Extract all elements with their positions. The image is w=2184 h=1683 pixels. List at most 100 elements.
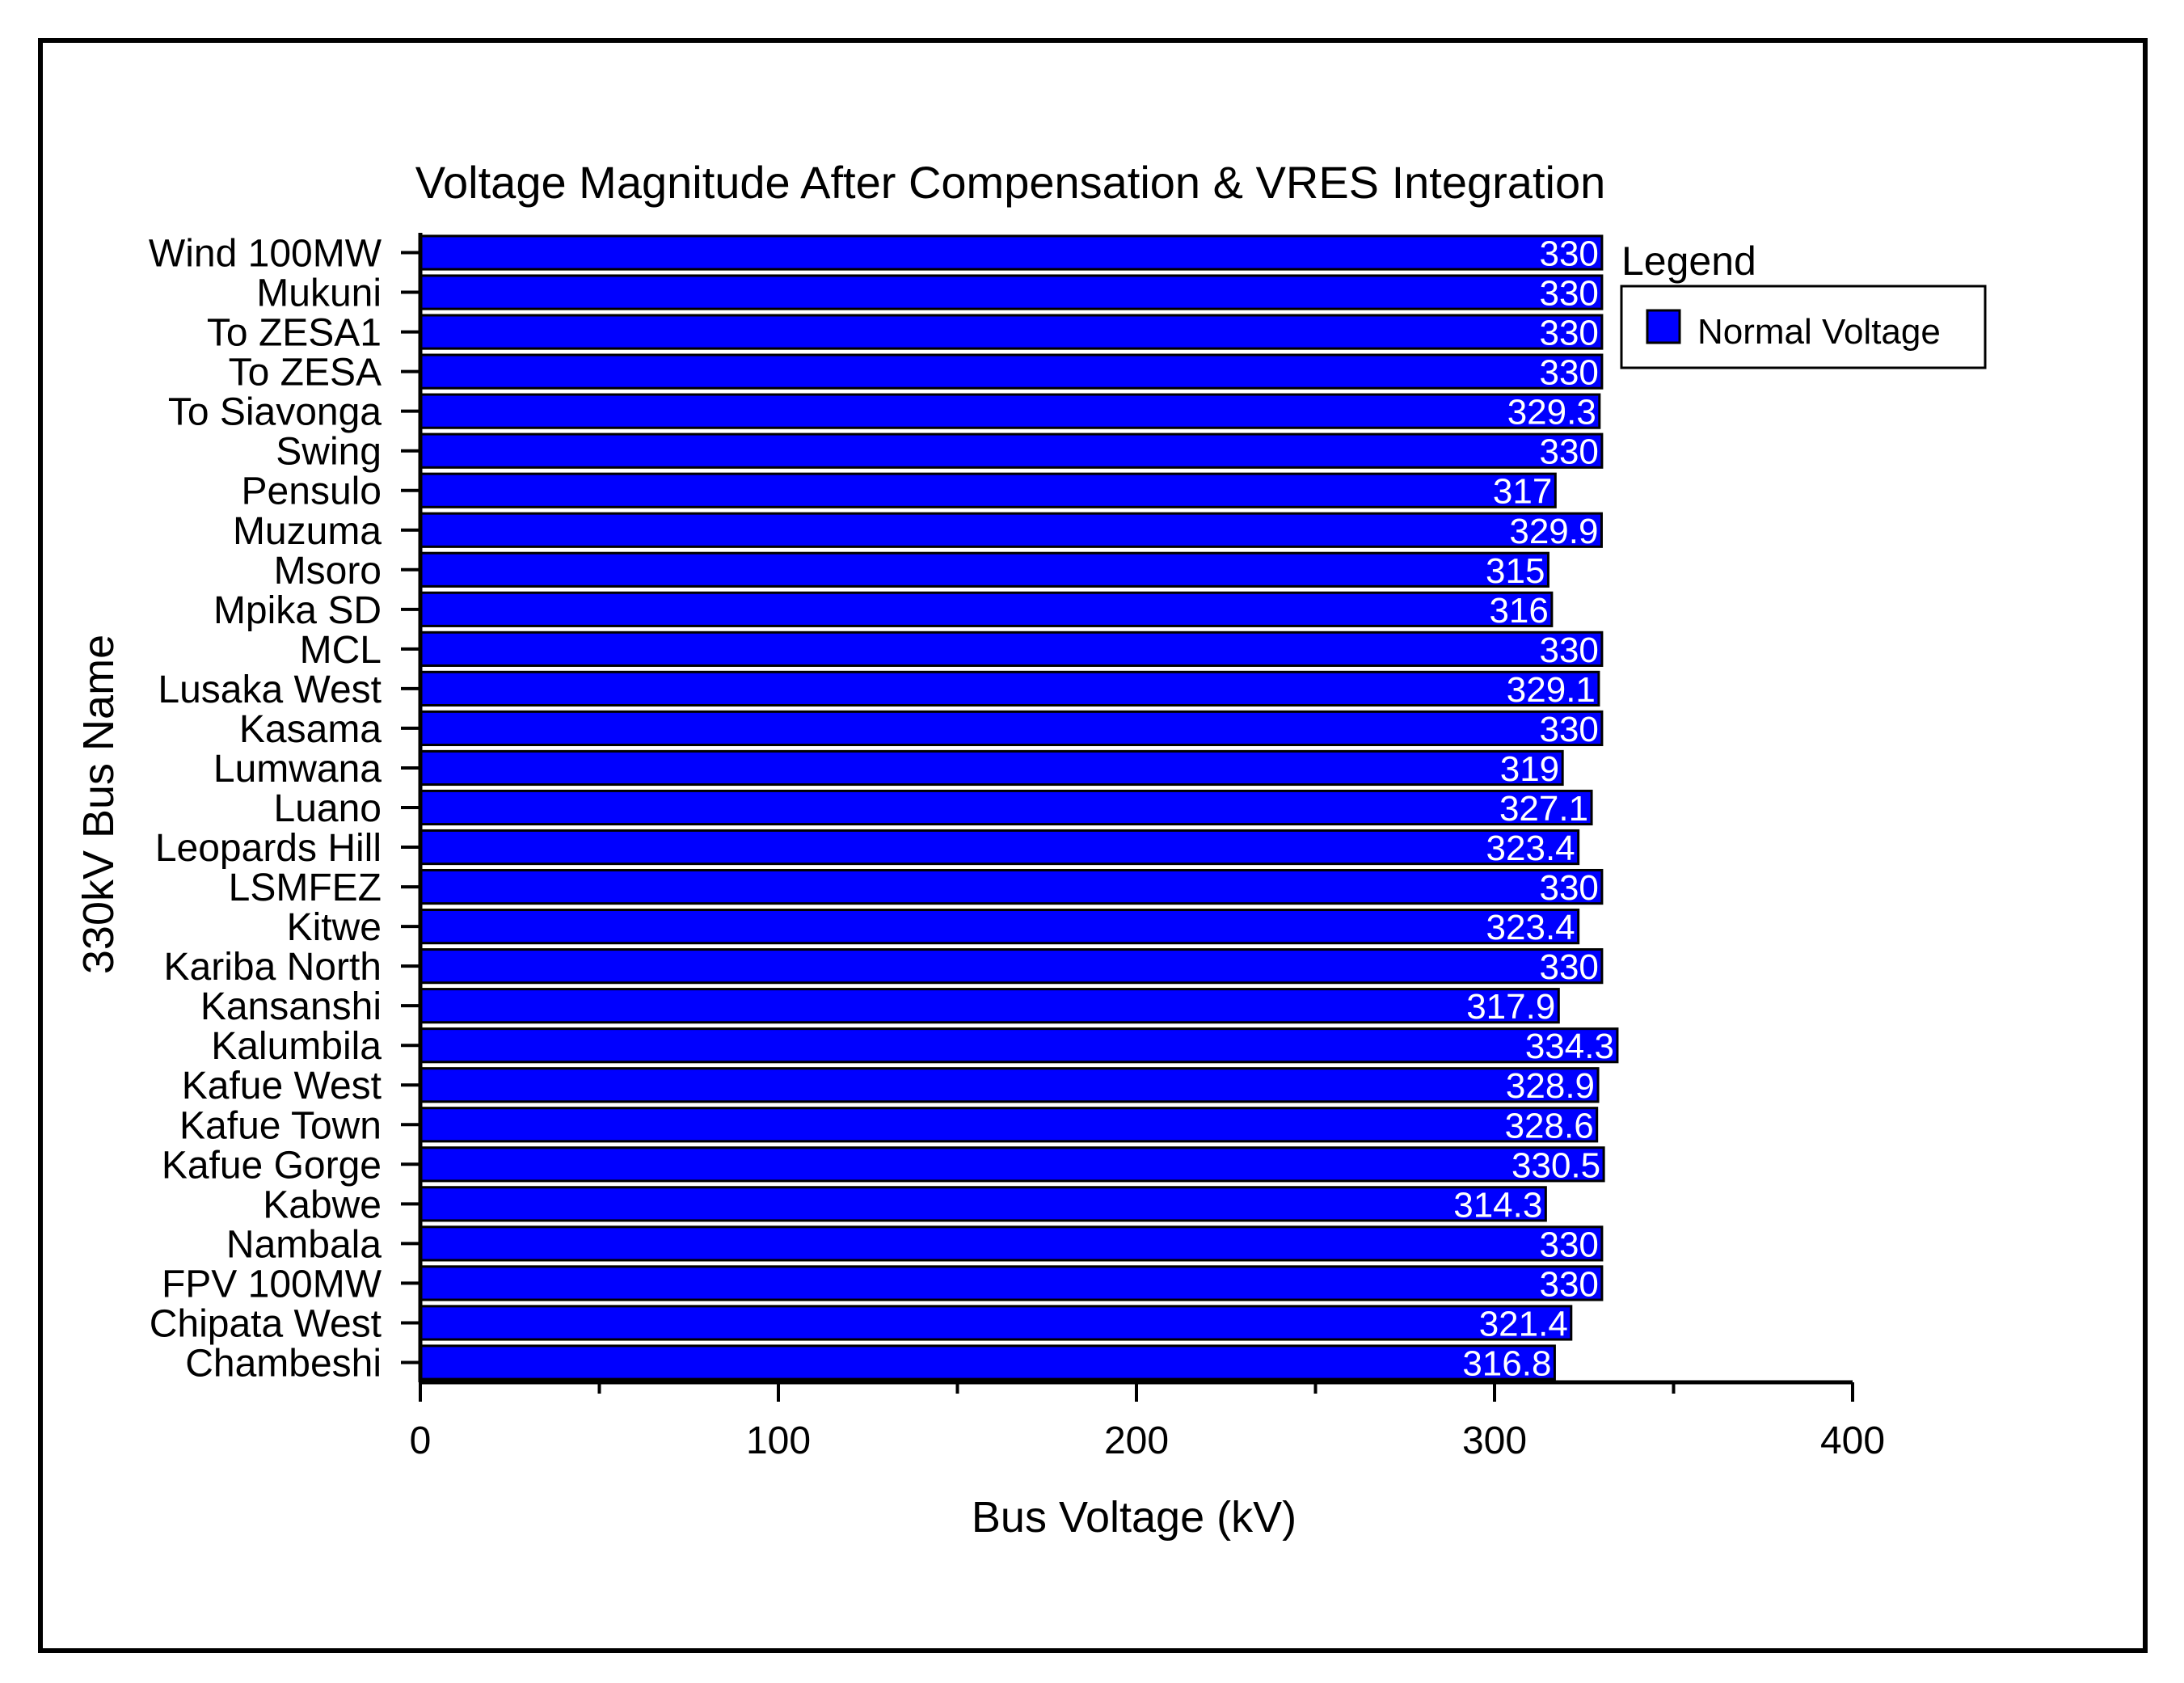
- x-tick-label: 300: [1462, 1419, 1527, 1462]
- data-label: 330: [1539, 631, 1598, 670]
- bar: [419, 749, 1564, 787]
- y-tick-label: Kafue West: [182, 1065, 382, 1107]
- y-tick-label: Wind 100MW: [149, 233, 382, 276]
- bar: [419, 314, 1604, 350]
- legend-entry-label: Normal Voltage: [1697, 312, 1941, 352]
- data-label: 330: [1539, 1264, 1598, 1304]
- bar: [419, 591, 1554, 627]
- bar: [419, 909, 1580, 945]
- data-label: 330: [1539, 710, 1598, 749]
- bar: [419, 512, 1603, 548]
- bar: [419, 789, 1593, 826]
- y-tick-label: Muzuma: [233, 510, 382, 553]
- legend-swatch: [1646, 309, 1681, 344]
- data-label: 321.4: [1479, 1304, 1568, 1343]
- y-axis-title: 330kV Bus Name: [74, 635, 123, 974]
- bar: [419, 234, 1604, 271]
- bar: [419, 988, 1560, 1024]
- bar: [419, 353, 1604, 390]
- data-label: 316: [1489, 591, 1548, 631]
- y-tick-label: Kafue Gorge: [162, 1144, 382, 1187]
- data-label: 334.3: [1525, 1027, 1614, 1066]
- bar: [419, 631, 1604, 667]
- data-label: 330: [1539, 274, 1598, 314]
- y-tick-label: Kitwe: [287, 906, 382, 949]
- bar: [419, 1225, 1604, 1262]
- y-tick-label: Kabwe: [263, 1183, 382, 1226]
- bar: [419, 1146, 1605, 1183]
- bar: [419, 1067, 1600, 1103]
- bar: [419, 670, 1600, 707]
- y-tick-label: LSMFEZ: [229, 867, 382, 909]
- data-label: 323.4: [1486, 829, 1575, 868]
- data-label: 330: [1539, 234, 1598, 274]
- bar: [419, 1305, 1573, 1341]
- y-tick-label: Kasama: [239, 708, 382, 751]
- y-tick-label: Chipata West: [150, 1302, 382, 1345]
- data-label: 327.1: [1499, 789, 1588, 829]
- bar: [419, 1027, 1619, 1064]
- plot-area: 330 Wind 100MW 330 Mukuni 330 To ZESA1 330 To Z…: [149, 233, 1885, 1462]
- bar: [419, 274, 1604, 310]
- y-tick-label: Kalumbila: [211, 1025, 382, 1068]
- y-tick-label: Lusaka West: [158, 669, 382, 711]
- bar: [419, 1265, 1604, 1301]
- y-tick-label: Leopards Hill: [155, 827, 382, 870]
- bar: [419, 829, 1580, 866]
- bar: [419, 1107, 1599, 1143]
- y-tick-label: FPV 100MW: [162, 1263, 382, 1305]
- data-label: 329.3: [1507, 393, 1596, 432]
- x-tick-label: 200: [1104, 1419, 1169, 1462]
- data-label: 317: [1493, 472, 1552, 512]
- y-tick-label: Lumwana: [213, 748, 382, 791]
- legend-title: Legend: [1621, 238, 1756, 284]
- bar: [419, 1186, 1547, 1222]
- y-tick-label: Mpika SD: [213, 589, 382, 632]
- bar: [419, 393, 1601, 429]
- data-label: 317.9: [1466, 987, 1555, 1027]
- data-label: 329.1: [1507, 670, 1596, 710]
- y-tick-label: To ZESA: [229, 352, 382, 394]
- legend: Legend Normal Voltage: [1620, 238, 1987, 369]
- bar: [419, 472, 1557, 508]
- y-tick-label: To ZESA1: [207, 312, 382, 355]
- y-tick-label: Kansanshi: [200, 985, 382, 1028]
- y-tick-label: Msoro: [274, 550, 382, 593]
- data-label: 329.9: [1509, 512, 1598, 551]
- bar: [419, 432, 1604, 469]
- data-label: 330: [1539, 868, 1598, 908]
- data-label: 330: [1539, 947, 1598, 987]
- bar: [419, 551, 1549, 588]
- data-label: 328.6: [1505, 1106, 1594, 1145]
- y-tick-label: Chambeshi: [185, 1342, 382, 1385]
- data-label: 316.8: [1462, 1343, 1551, 1383]
- data-label: 330: [1539, 432, 1598, 472]
- data-label: 314.3: [1453, 1185, 1542, 1225]
- data-label: 319: [1500, 749, 1559, 789]
- bar: [419, 710, 1604, 747]
- y-tick-label: Luano: [274, 787, 382, 830]
- legend-box: [1620, 285, 1987, 369]
- data-label: 328.9: [1506, 1066, 1595, 1106]
- bar: [419, 948, 1604, 985]
- data-label: 330: [1539, 314, 1598, 353]
- data-label: 330.5: [1512, 1145, 1600, 1185]
- bar: [419, 868, 1604, 905]
- data-label: 315: [1486, 551, 1545, 591]
- x-axis-title: Bus Voltage (kV): [972, 1493, 1296, 1542]
- x-tick-label: 400: [1820, 1419, 1885, 1462]
- y-tick-label: To Siavonga: [168, 391, 382, 434]
- data-label: 323.4: [1486, 908, 1575, 947]
- data-label: 330: [1539, 1225, 1598, 1264]
- x-tick-label: 0: [410, 1419, 432, 1462]
- y-tick-label: Pensulo: [242, 470, 382, 513]
- data-label: 330: [1539, 353, 1598, 393]
- y-tick-label: Swing: [276, 431, 382, 474]
- y-tick-label: Mukuni: [256, 272, 382, 315]
- y-tick-label: Kafue Town: [179, 1104, 382, 1147]
- chart-title: Voltage Magnitude After Compensation & V…: [415, 157, 1605, 208]
- bar: [419, 1344, 1556, 1381]
- y-tick-label: MCL: [300, 629, 382, 672]
